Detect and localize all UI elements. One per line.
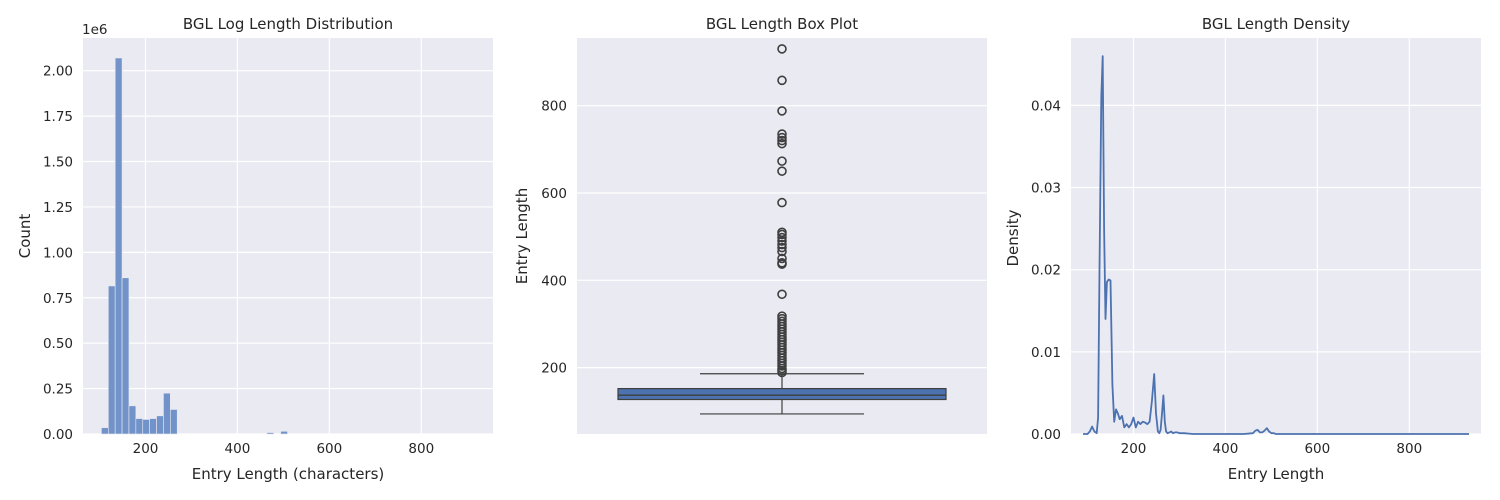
boxplot-outliers	[777, 44, 787, 378]
kde-x-tick-label: 400	[1213, 441, 1239, 457]
histogram-x-label: Entry Length (characters)	[192, 465, 385, 483]
hist-y-tick-label: 1.75	[43, 109, 73, 125]
density-panel: 200 400 600 800 0.00 0.01 0.02 0.03 0.04 BGL Le…	[1004, 15, 1481, 483]
box-y-tick-label: 600	[541, 186, 567, 202]
density-y-label: Density	[1004, 209, 1022, 266]
hist-x-tick-label: 200	[133, 441, 159, 457]
density-title: BGL Length Density	[1202, 15, 1350, 33]
boxplot-outlier	[777, 166, 787, 176]
hist-y-tick-label: 0.75	[43, 291, 73, 307]
hist-y-tick-label: 2.00	[43, 64, 73, 80]
boxplot-outlier	[777, 156, 787, 166]
kde-x-tick-label: 600	[1304, 441, 1330, 457]
histogram-y-label: Count	[16, 214, 34, 259]
density-x-ticks: 200 400 600 800	[1121, 441, 1423, 457]
hist-x-tick-label: 800	[408, 441, 434, 457]
boxplot-outlier	[777, 229, 787, 240]
boxplot-outlier	[777, 197, 787, 208]
boxplot-marks	[617, 373, 947, 415]
histogram-bar	[163, 392, 171, 435]
boxplot-outlier	[777, 253, 787, 264]
kde-y-tick-label: 0.04	[1031, 98, 1061, 114]
boxplot-outlier	[777, 239, 787, 250]
density-line-group	[1083, 55, 1469, 435]
density-x-label: Entry Length	[1228, 465, 1324, 483]
histogram-bar	[135, 418, 144, 435]
hist-y-tick-label: 0.00	[43, 427, 73, 443]
boxplot-outlier	[777, 367, 787, 378]
kde-y-tick-label: 0.03	[1031, 181, 1061, 197]
boxplot-title: BGL Length Box Plot	[706, 15, 858, 33]
histogram-bar	[170, 409, 178, 435]
boxplot-outlier	[777, 236, 787, 246]
histogram-bar	[114, 57, 123, 435]
boxplot-outlier	[777, 44, 787, 54]
histogram-plot-area	[83, 38, 493, 434]
boxplot-outlier	[777, 259, 787, 269]
box-y-tick-label: 400	[541, 273, 567, 289]
histogram-title: BGL Log Length Distribution	[183, 15, 393, 33]
histogram-bar	[156, 415, 164, 435]
boxplot-outlier	[777, 289, 787, 300]
hist-y-tick-label: 1.50	[43, 155, 73, 171]
density-line	[1083, 55, 1469, 435]
boxplot-outlier	[777, 135, 787, 146]
kde-x-tick-label: 200	[1121, 441, 1147, 457]
boxplot-outlier	[777, 232, 787, 243]
histogram-bar	[280, 430, 288, 435]
histogram-bars	[101, 57, 288, 435]
kde-x-tick-label: 800	[1396, 441, 1422, 457]
boxplot-box	[617, 387, 947, 401]
histogram-bar	[121, 277, 130, 435]
hist-x-tick-label: 600	[316, 441, 342, 457]
hist-y-tick-label: 0.25	[43, 382, 73, 398]
kde-y-tick-label: 0.01	[1031, 345, 1061, 361]
histogram-bar	[149, 418, 157, 435]
kde-y-tick-label: 0.00	[1031, 427, 1061, 443]
histogram-bar	[266, 432, 275, 435]
boxplot-y-ticks: 200 400 600 800	[541, 99, 567, 377]
histogram-y-ticks: 0.00 0.25 0.50 0.75 1.00 1.25 1.50 1.75 2.00	[43, 64, 73, 443]
hist-x-tick-label: 400	[225, 441, 251, 457]
density-y-ticks: 0.00 0.01 0.02 0.03 0.04	[1031, 98, 1061, 443]
histogram-y-offset: 1e6	[82, 22, 107, 38]
kde-y-tick-label: 0.02	[1031, 263, 1061, 279]
histogram-x-ticks: 200 400 600 800	[133, 441, 435, 457]
histogram-grid	[83, 38, 493, 435]
density-plot-area	[1071, 38, 1481, 434]
hist-y-tick-label: 1.25	[43, 200, 73, 216]
boxplot-outlier	[777, 75, 787, 86]
boxplot-outlier	[777, 242, 787, 253]
histogram-bar	[142, 419, 150, 435]
histogram-bar	[101, 427, 109, 435]
boxplot-outlier	[777, 138, 787, 149]
histogram-bar	[107, 285, 116, 435]
boxplot-outlier	[777, 129, 787, 139]
box-y-tick-label: 800	[541, 99, 567, 115]
box-y-tick-label: 200	[541, 361, 567, 377]
boxplot-outlier	[777, 246, 787, 257]
histogram-bar	[128, 405, 137, 435]
histogram-panel: 200 400 600 800 0.00 0.25 0.50 0.75 1.00 1.25 1.5…	[16, 15, 493, 483]
boxplot-panel: 200 400 600 800 BGL Length Box Plot Entry L…	[513, 15, 987, 434]
boxplot-y-label: Entry Length	[513, 188, 531, 284]
boxplot-outlier	[777, 106, 787, 116]
hist-y-tick-label: 1.00	[43, 245, 73, 261]
boxplot-outlier	[777, 132, 787, 143]
hist-y-tick-label: 0.50	[43, 336, 73, 352]
